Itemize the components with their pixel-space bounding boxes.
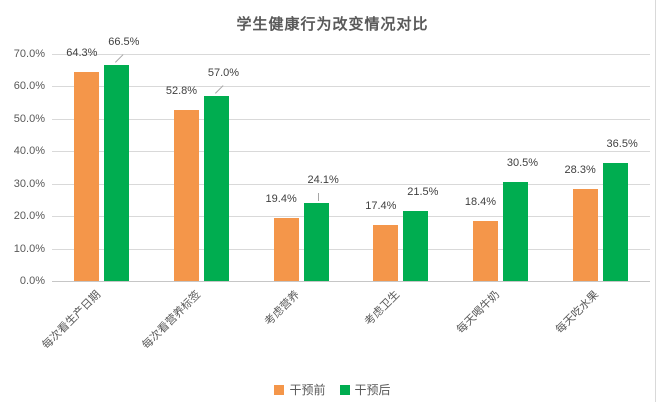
bar-data-label: 52.8% [165, 84, 198, 97]
chart-title: 学生健康行为改变情况对比 [236, 16, 429, 33]
bar-data-label: 24.1% [307, 173, 339, 186]
bar-data-label: 21.5% [407, 186, 439, 199]
bar-after [403, 211, 429, 281]
bar-before [373, 224, 399, 281]
bar-after [602, 162, 628, 281]
gridline [52, 54, 650, 55]
legend-label-before: 干预前 [289, 383, 326, 397]
bar-data-label: 19.4% [265, 193, 297, 206]
y-axis-tick-label: 50.0% [13, 112, 45, 125]
bar-data-label: 28.3% [564, 164, 596, 177]
bar-data-label: 30.5% [506, 157, 539, 170]
y-axis-tick-label: 30.0% [13, 177, 45, 190]
bar-before [473, 221, 498, 281]
legend-item-before: 干预前 [274, 381, 326, 398]
gridline [52, 216, 650, 218]
y-axis-tick-label: 10.0% [13, 242, 45, 255]
gridline [52, 183, 650, 185]
bar-before [572, 189, 598, 281]
legend-label-after: 干预后 [354, 383, 391, 397]
bar-data-label: 64.3% [66, 47, 98, 60]
bar-data-label: 36.5% [606, 137, 638, 150]
bar-after [204, 96, 229, 281]
bar-after [503, 182, 528, 281]
chart-area-border [655, 0, 656, 402]
legend: 干预前 干预后 [0, 381, 665, 398]
bar-before [273, 218, 299, 281]
gridline [52, 118, 650, 120]
bar-after [104, 65, 130, 281]
bar-after [303, 202, 329, 281]
bar-data-label: 66.5% [108, 36, 140, 49]
bar-data-label: 17.4% [365, 199, 397, 212]
data-label-leader-line [114, 54, 124, 64]
x-axis-line [52, 281, 650, 282]
gridline [52, 151, 650, 153]
legend-swatch-after-icon [339, 384, 350, 395]
bar-before [74, 72, 100, 281]
y-axis-tick-label: 40.0% [13, 145, 45, 158]
legend-item-after: 干预后 [339, 381, 391, 398]
y-axis-tick-label: 0.0% [19, 275, 45, 287]
bar-data-label: 57.0% [207, 67, 240, 80]
y-axis-tick-label: 20.0% [13, 210, 45, 223]
bar-before [174, 109, 199, 281]
bar-data-label: 18.4% [464, 196, 497, 209]
y-axis-tick-label: 70.0% [13, 48, 45, 60]
legend-swatch-before-icon [274, 384, 285, 395]
gridline [52, 86, 650, 88]
y-axis-tick-label: 60.0% [13, 80, 45, 93]
data-label-leader-line [318, 192, 320, 201]
gridline [52, 248, 650, 250]
